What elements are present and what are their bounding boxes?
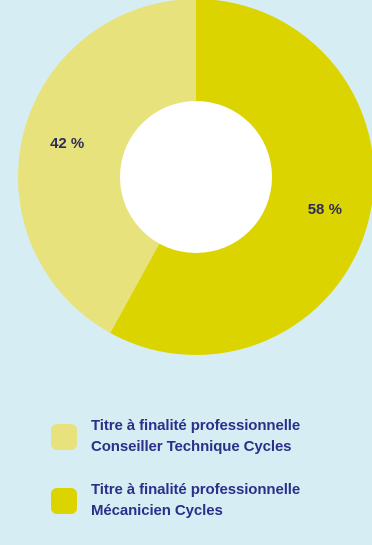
legend-label-conseiller-technique-cycles: Titre à finalité professionnelle Conseil… bbox=[91, 415, 300, 457]
slice-label-58-percent: 58 % bbox=[308, 201, 342, 218]
legend-swatch-mecanicien-cycles bbox=[51, 488, 77, 514]
legend-item-conseiller-technique-cycles: Titre à finalité professionnelle Conseil… bbox=[51, 415, 361, 457]
donut-chart: 58 % 42 % bbox=[18, 0, 372, 355]
slice-labels: 58 % 42 % bbox=[50, 135, 342, 218]
slice-label-42-percent: 42 % bbox=[50, 135, 84, 152]
legend-label-mecanicien-cycles: Titre à finalité professionnelle Mécanic… bbox=[91, 479, 300, 521]
donut-hole bbox=[120, 101, 272, 253]
slice-conseiller-technique-cycles bbox=[18, 0, 196, 333]
legend-label-line-2: Conseiller Technique Cycles bbox=[91, 438, 292, 455]
legend-item-mecanicien-cycles: Titre à finalité professionnelle Mécanic… bbox=[51, 479, 361, 521]
legend-label-line-2: Mécanicien Cycles bbox=[91, 502, 223, 519]
legend-swatch-conseiller-technique-cycles bbox=[51, 424, 77, 450]
legend: Titre à finalité professionnelle Conseil… bbox=[51, 415, 361, 543]
legend-label-line-1: Titre à finalité professionnelle bbox=[91, 481, 301, 498]
legend-label-line-1: Titre à finalité professionnelle bbox=[91, 417, 301, 434]
